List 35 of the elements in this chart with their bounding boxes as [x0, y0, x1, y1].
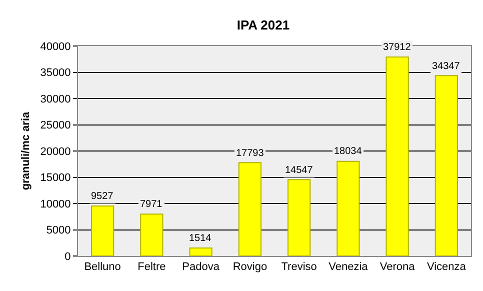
y-tick-label: 10000	[40, 198, 71, 210]
data-label: 14547	[285, 165, 314, 176]
y-tick-label: 35000	[40, 67, 71, 80]
data-label: 34347	[432, 61, 460, 72]
data-label: 37912	[383, 42, 412, 53]
data-label: 9527	[91, 191, 114, 202]
y-tick-label: 40000	[40, 40, 71, 53]
bar	[238, 162, 262, 256]
x-tick-label: Feltre	[138, 261, 166, 274]
chart-title: IPA 2021	[236, 17, 290, 32]
y-tick-label: 20000	[40, 146, 71, 158]
data-label: 18034	[334, 146, 362, 157]
x-tick-label: Vicenza	[426, 261, 467, 274]
x-tick-label: Venezia	[328, 261, 369, 274]
x-tick-label: Belluno	[84, 261, 121, 274]
y-axis-title: granuli/mc aria	[20, 111, 32, 190]
bar	[386, 56, 409, 256]
bar	[91, 205, 114, 256]
y-tick-label: 30000	[40, 93, 71, 106]
x-tick-label: Verona	[380, 261, 416, 274]
y-tick-label: 15000	[40, 172, 71, 184]
data-label: 7971	[140, 199, 163, 210]
y-tick-label: 0	[64, 250, 71, 263]
data-label: 17793	[236, 148, 264, 159]
bar	[434, 75, 458, 256]
y-tick-label: 5000	[46, 224, 71, 237]
bar	[189, 248, 212, 256]
y-tick-label: 25000	[40, 120, 71, 132]
x-tick-label: Padova	[182, 261, 220, 274]
bar	[336, 160, 360, 256]
bar	[140, 214, 164, 256]
data-label: 1514	[189, 233, 212, 244]
bar	[288, 179, 311, 256]
x-tick-label: Treviso	[281, 261, 317, 274]
x-tick-label: Rovigo	[232, 261, 268, 274]
